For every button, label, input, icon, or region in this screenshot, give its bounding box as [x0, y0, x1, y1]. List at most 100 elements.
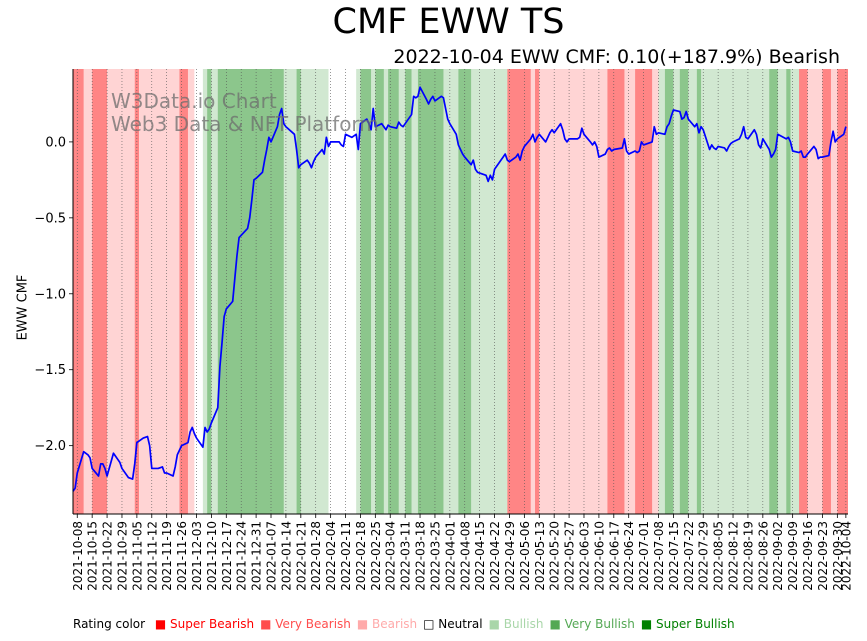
y-tick-label: 0.0	[45, 135, 66, 150]
legend-item-label: Bullish	[503, 617, 544, 631]
rating-band-bullish	[356, 69, 361, 514]
rating-band-very-bullish	[360, 69, 372, 514]
rating-band-very-bearish	[179, 69, 188, 514]
x-tick-label: 2022-09-02	[771, 521, 785, 591]
rating-legend: Rating color ■ Super Bearish ■ Very Beari…	[73, 617, 741, 631]
rating-band-very-bullish	[207, 69, 212, 514]
legend-item-super-bullish: ■ Super Bullish	[641, 617, 735, 631]
legend-swatch: ■	[154, 617, 171, 631]
rating-band-very-bullish	[417, 69, 444, 514]
rating-band-very-bearish	[507, 69, 531, 514]
x-tick-label: 2022-05-06	[518, 521, 532, 591]
chart-subtitle: 2022-10-04 EWW CMF: 0.10(+187.9%) Bearis…	[393, 46, 840, 68]
x-tick-label: 2022-02-04	[324, 521, 338, 591]
rating-band-very-bearish	[607, 69, 625, 514]
x-tick-label: 2021-10-22	[101, 521, 115, 591]
rating-band-bearish	[807, 69, 823, 514]
legend-item-label: Super Bullish	[655, 617, 735, 631]
legend-swatch: ■	[488, 617, 504, 631]
x-tick-label: 2022-08-12	[727, 521, 741, 591]
legend-swatch: ■	[260, 617, 276, 631]
x-tick-label: 2022-07-29	[697, 521, 711, 591]
legend-item-label: Super Bearish	[170, 617, 255, 631]
x-tick-label: 2022-03-18	[414, 521, 428, 591]
rating-band-bearish	[539, 69, 608, 514]
x-tick-label: 2022-04-15	[473, 521, 487, 591]
rating-band-very-bullish	[296, 69, 301, 514]
chart-title: CMF EWW TS	[332, 2, 565, 42]
rating-band-very-bullish	[664, 69, 674, 514]
rating-band-bearish	[624, 69, 636, 514]
y-tick-label: −1.0	[34, 287, 66, 302]
x-tick-label: 2022-03-04	[384, 521, 398, 591]
vertical-gridlines	[76, 69, 847, 514]
rating-band-bullish	[673, 69, 680, 514]
watermark-line-2: Web3 Data & NFT Platform	[111, 112, 379, 136]
x-tick-label: 2021-11-12	[145, 521, 159, 591]
x-tick-label: 2021-12-17	[220, 521, 234, 591]
rating-band-very-bearish	[822, 69, 831, 514]
rating-band-very-bearish	[73, 69, 76, 514]
legend-item-label: Very Bearish	[275, 617, 351, 631]
rating-band-bullish	[701, 69, 770, 514]
x-tick-label: 2022-03-25	[428, 521, 442, 591]
y-axis-label: EWW CMF	[15, 274, 31, 341]
legend-label: Rating color	[73, 617, 146, 631]
rating-band-very-bullish	[696, 69, 702, 514]
legend-swatch: ■	[356, 617, 373, 631]
legend-item-very-bearish: ■ Very Bearish	[260, 617, 351, 631]
rating-band-very-bullish	[405, 69, 412, 514]
rating-band-very-bearish	[837, 69, 848, 514]
x-tick-label: 2022-04-22	[488, 521, 502, 591]
rating-band-bearish	[530, 69, 536, 514]
legend-item-neutral: □ Neutral	[423, 617, 482, 631]
x-tick-label: 2022-03-11	[399, 521, 413, 591]
x-tick-label: 2022-06-10	[592, 521, 606, 591]
series-layer	[72, 86, 847, 492]
x-tick-label: 2022-04-29	[503, 521, 517, 591]
rating-band-bearish	[187, 69, 195, 514]
x-tick-label: 2022-08-05	[712, 521, 726, 591]
rating-band-very-bullish	[375, 69, 384, 514]
x-tick-label: 2022-08-26	[756, 521, 770, 591]
rating-band-very-bearish	[535, 69, 540, 514]
rating-band-very-bearish	[799, 69, 808, 514]
x-tick-label: 2022-05-27	[563, 521, 577, 591]
x-tick-label: 2022-01-07	[265, 521, 279, 591]
x-tick-label: 2022-07-15	[667, 521, 681, 591]
x-tick-label: 2022-05-20	[548, 521, 562, 591]
axes	[72, 69, 848, 515]
legend-item-super-bearish: ■ Super Bearish	[155, 617, 254, 631]
x-tick-label: 2022-06-03	[577, 521, 591, 591]
x-tick-label: 2022-02-18	[354, 521, 368, 591]
rating-band-bullish	[202, 69, 208, 514]
x-tick-label: 2021-12-31	[250, 521, 264, 591]
x-tick-label: 2022-01-21	[294, 521, 308, 591]
y-tick-label: −0.5	[34, 211, 66, 226]
x-tick-label: 2022-09-23	[816, 521, 830, 591]
x-tick-label: 2022-04-08	[458, 521, 472, 591]
rating-band-bullish	[211, 69, 218, 514]
y-tick-labels: −2.0 −1.5 −1.0 −0.5 0.0	[34, 135, 73, 454]
x-tick-label: 2021-10-29	[115, 521, 129, 591]
rating-band-bullish	[411, 69, 418, 514]
x-tick-label: 2021-11-26	[175, 521, 189, 591]
rating-band-bearish	[83, 69, 93, 514]
x-tick-label: 2021-12-10	[205, 521, 219, 591]
watermark-line-1: W3Data.io Chart	[111, 89, 277, 113]
x-tick-label: 2022-02-11	[339, 521, 353, 591]
legend-item-label: Very Bullish	[564, 617, 635, 631]
rating-band-bullish	[383, 69, 389, 514]
rating-band-bullish	[471, 69, 508, 514]
legend-item-label: Neutral	[438, 617, 483, 631]
rating-band-bearish	[652, 69, 659, 514]
x-tick-label: 2022-07-01	[637, 521, 651, 591]
y-tick-label: −2.0	[34, 439, 66, 454]
rating-band-bullish	[283, 69, 297, 514]
rating-band-bullish	[443, 69, 459, 514]
x-tick-label: 2022-01-28	[309, 521, 323, 591]
rating-band-very-bullish	[786, 69, 791, 514]
rating-band-bearish	[139, 69, 180, 514]
x-tick-label: 2022-07-08	[652, 521, 666, 591]
